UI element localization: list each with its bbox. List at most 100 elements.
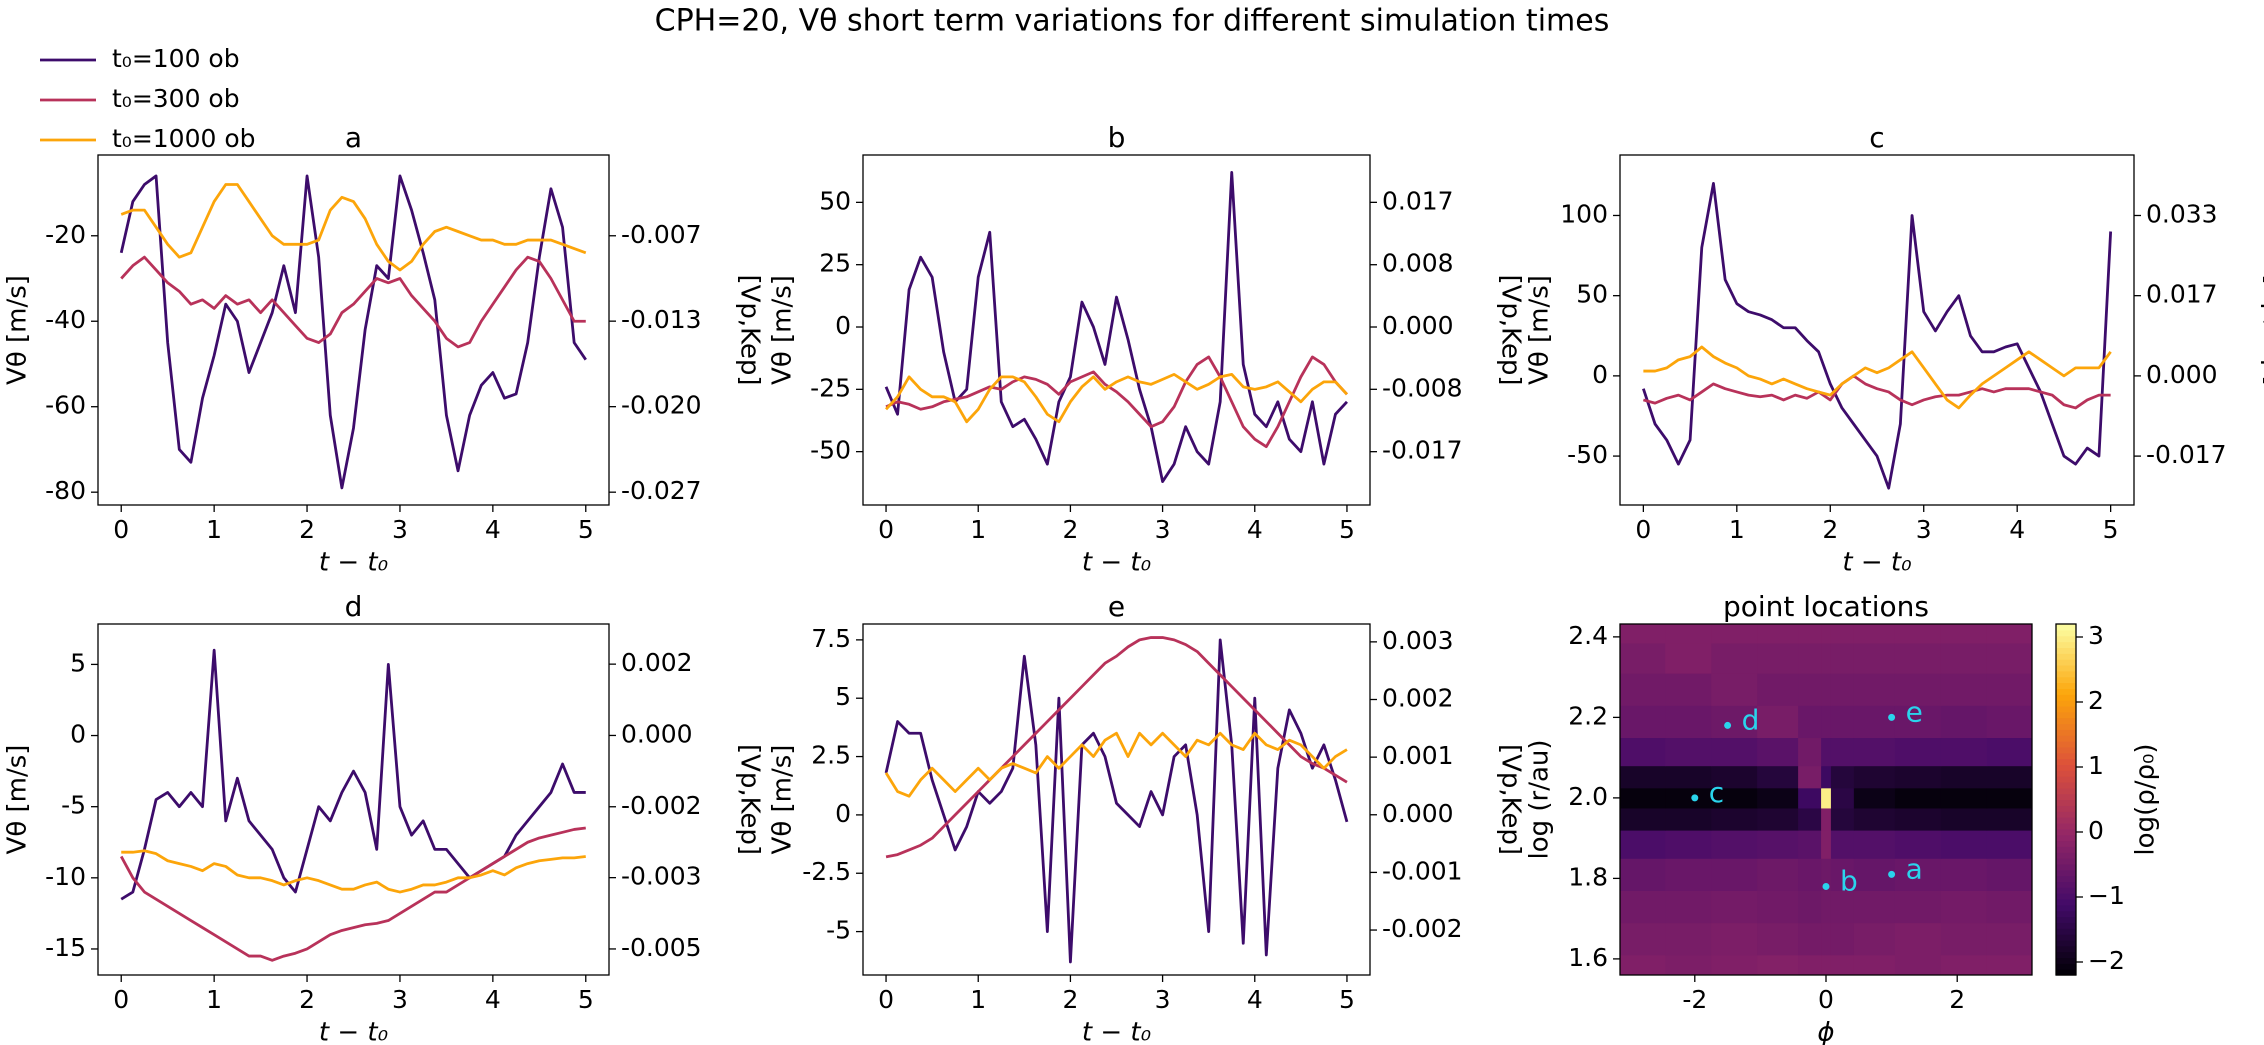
y-axis-label: log (r/au) [1525,739,1555,859]
y2-tick-label: 0.008 [1382,249,1454,278]
y2-tick-label: -0.001 [1382,856,1463,885]
location-label: d [1742,703,1760,736]
heatmap-cell [1798,807,1822,831]
heatmap-cell [1798,858,1822,891]
heatmap-cell [1620,765,1666,789]
colorbar-band [2056,945,2076,953]
colorbar-band [2056,969,2076,976]
heatmap-cell [1711,642,1758,674]
series-line [1642,181,2113,490]
heatmap-cell [1986,954,2033,976]
heatmap-cell [1821,673,1832,706]
heatmap-cell [1821,807,1832,831]
y-tick-label: 2.5 [811,741,851,770]
heatmap-cell [1620,807,1666,831]
colorbar-tick-label: 0 [2088,816,2104,845]
heatmap-cell [1821,890,1832,924]
panel-title: e [1108,590,1125,623]
x-tick-label: 0 [1635,515,1651,544]
heatmap-cell [1711,624,1758,644]
heatmap-cell [1940,642,1988,674]
heatmap-cell [1986,642,2033,674]
series-line [1643,345,2112,410]
panel-title: b [1108,121,1126,154]
heatmap-cell [1665,765,1712,789]
y2-tick-label: 0.001 [1382,741,1454,770]
heatmap-cell [1894,787,1942,809]
heatmap-cell [1620,922,1666,956]
heatmap-cell [1986,858,2033,891]
heatmap-cell [1711,787,1758,809]
colorbar-band [2056,893,2076,900]
location-point [1724,721,1732,729]
heatmap-cell [1821,642,1832,674]
heatmap-cell [1830,787,1855,809]
x-tick-label: 4 [1247,515,1263,544]
colorbar-band [2056,670,2076,678]
colorbar-band [2056,869,2076,877]
colorbar-band [2056,752,2076,760]
y2-axis-label: [Vp,Kep] [1496,744,1526,855]
location-label: b [1840,864,1858,897]
heatmap-cell [1830,922,1855,956]
plot-frame [862,623,1371,976]
colorbar-band [2056,682,2076,689]
colorbar-band [2056,863,2076,871]
heatmap-cell [1711,737,1758,767]
heatmap-cell [1853,787,1896,809]
colorbar-band [2056,799,2076,806]
x-tick-label: 2 [1062,515,1078,544]
colorbar-tick-label: −2 [2088,946,2125,975]
y-axis-label: Vθ [m/s] [3,745,33,855]
heatmap-cell [1757,954,1799,976]
y-tick-label: 1.6 [1568,943,1608,972]
heatmap-cell [1711,673,1758,706]
heatmap-cell [1986,922,2033,956]
y2-tick-label: 0.000 [621,719,693,748]
colorbar-band [2056,647,2076,654]
location-point [1691,794,1699,802]
heatmap-cell [1757,765,1799,789]
colorbar-band [2056,934,2076,941]
series-line [121,849,586,894]
x-tick-label: 5 [1339,985,1355,1014]
x-tick-label: 1 [206,515,222,544]
colorbar-band [2056,723,2076,730]
heatmap-cell [1986,624,2033,644]
heatmap-cell [1853,705,1896,739]
y-tick-label: -40 [45,305,86,334]
location-point [1888,713,1896,721]
heatmap-cell [1757,642,1799,674]
heatmap-cell [1665,673,1712,706]
heatmap-cell [1821,765,1832,789]
series-line [885,372,1348,424]
heatmap-cell [1620,624,1666,644]
x-axis-label: t − t₀ [1842,548,1912,578]
x-tick-label: 0 [1818,985,1834,1014]
series-line [884,731,1348,798]
y2-tick-label: -0.002 [621,791,702,820]
colorbar-band [2056,963,2076,970]
heatmap-cell [1830,954,1855,976]
y-tick-label: 0 [1592,360,1608,389]
y2-tick-label: 0.033 [2146,199,2218,228]
heatmap-cell [1620,954,1666,976]
heatmap-cell [1853,807,1896,831]
heatmap-cell [1757,858,1799,891]
heatmap-cell [1711,922,1758,956]
colorbar-band [2056,700,2076,707]
colorbar-band [2056,828,2076,836]
heatmap-cell [1853,765,1896,789]
x-tick-label: 2 [299,515,315,544]
colorbar-label: log(ρ/ρ₀) [2131,743,2161,855]
heatmap-cell [1830,765,1855,789]
heatmap-cell [1798,890,1822,924]
heatmap-cell [1986,807,2033,831]
heatmap-cell [1830,705,1855,739]
heatmap-cell [1853,673,1896,706]
x-tick-label: 0 [878,985,894,1014]
heatmap-cell [1894,890,1942,924]
y-tick-label: -5 [61,791,86,820]
colorbar-tick-label: 1 [2088,751,2104,780]
heatmap-cell [1940,624,1988,644]
